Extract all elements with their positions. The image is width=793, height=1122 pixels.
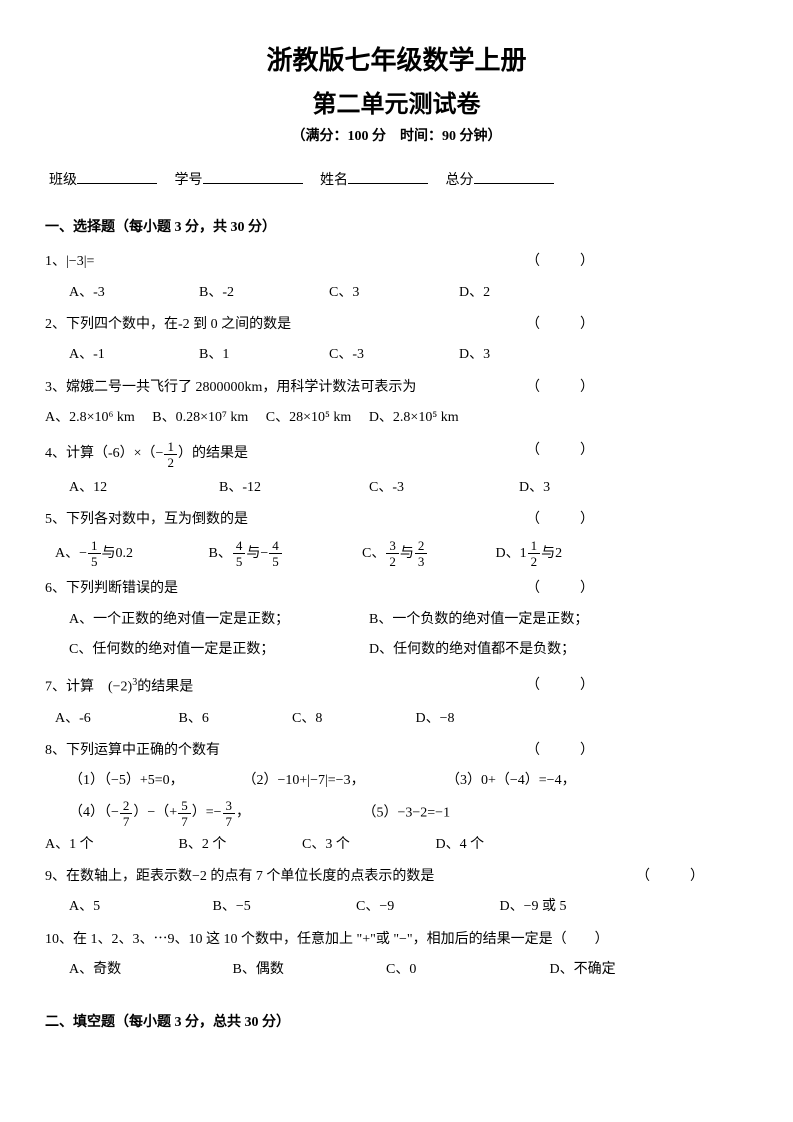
q8-line2: （4）（− 27 ）−（+ 57 ）=− 37 ， （5）−3−2=−1	[45, 799, 748, 828]
q6-a[interactable]: A、一个正数的绝对值一定是正数；	[69, 609, 369, 631]
q1-answer-paren[interactable]: （ ）	[526, 251, 598, 273]
q1-b[interactable]: B、-2	[199, 282, 329, 304]
q3-options: A、2.8×10⁶ km B、0.28×10⁷ km C、28×10⁵ km D…	[45, 407, 748, 429]
q5-stem: 5、下列各对数中，互为倒数的是	[45, 509, 248, 531]
q5-d[interactable]: D、112与2	[496, 539, 563, 568]
q7-a[interactable]: A、-6	[55, 708, 175, 730]
id-label: 学号	[175, 173, 203, 188]
form-row: 班级 学号 姓名 总分	[45, 168, 748, 192]
section1-header: 一、选择题（每小题 3 分，共 30 分）	[45, 217, 748, 239]
question-9: 9、在数轴上，距表示数−2 的点有 7 个单位长度的点表示的数是 （ ） A、5…	[45, 866, 748, 919]
q8-b[interactable]: B、2 个	[179, 834, 299, 856]
q7-c[interactable]: C、8	[292, 708, 412, 730]
q6-options: A、一个正数的绝对值一定是正数； B、一个负数的绝对值一定是正数； C、任何数的…	[45, 609, 748, 662]
q1-stem: 1、|−3|=	[45, 251, 94, 273]
q8-c[interactable]: C、3 个	[302, 834, 432, 856]
q2-b[interactable]: B、1	[199, 344, 329, 366]
title-sub: 第二单元测试卷	[45, 86, 748, 124]
question-8: 8、下列运算中正确的个数有 （ ） （1）（−5）+5=0， （2）−10+|−…	[45, 740, 748, 856]
class-label: 班级	[49, 173, 77, 188]
question-10: 10、在 1、2、3、⋯9、10 这 10 个数中，任意加上 "+"或 "−"，…	[45, 929, 748, 982]
q4-stem-pre: 4、计算（-6）×（−	[45, 443, 163, 465]
q1-c[interactable]: C、3	[329, 282, 459, 304]
q5-a[interactable]: A、−15与0.2	[55, 539, 205, 568]
q6-d[interactable]: D、任何数的绝对值都不是负数；	[369, 639, 669, 661]
q10-stem: 10、在 1、2、3、⋯9、10 这 10 个数中，任意加上 "+"或 "−"，…	[45, 929, 748, 951]
q7-d[interactable]: D、−8	[416, 708, 455, 730]
q3-stem: 3、嫦娥二号一共飞行了 2800000km，用科学计数法可表示为	[45, 377, 416, 399]
q2-stem: 2、下列四个数中，在-2 到 0 之间的数是	[45, 314, 291, 336]
q9-b[interactable]: B、−5	[213, 896, 353, 918]
section2-header: 二、填空题（每小题 3 分，总共 30 分）	[45, 1012, 748, 1034]
q4-answer-paren[interactable]: （ ）	[526, 440, 598, 469]
q8-answer-paren[interactable]: （ ）	[526, 740, 598, 762]
q4-d[interactable]: D、3	[519, 477, 669, 499]
q7-answer-paren[interactable]: （ ）	[526, 675, 598, 699]
q4-options: A、12 B、-12 C、-3 D、3	[45, 477, 748, 499]
q8-a[interactable]: A、1 个	[45, 834, 175, 856]
q2-a[interactable]: A、-1	[69, 344, 199, 366]
q5-options: A、−15与0.2 B、45与−45 C、32与23 D、112与2	[45, 539, 748, 568]
q3-answer-paren[interactable]: （ ）	[526, 377, 598, 399]
q10-d[interactable]: D、不确定	[550, 962, 616, 977]
question-1: 1、|−3|= （ ） A、-3 B、-2 C、3 D、2	[45, 251, 748, 304]
score-blank[interactable]	[474, 168, 554, 184]
q2-d[interactable]: D、3	[459, 344, 589, 366]
info-line: （满分：100 分 时间：90 分钟）	[45, 126, 748, 148]
q5-b[interactable]: B、45与−45	[209, 539, 359, 568]
q7-stem-post: 的结果是	[137, 680, 193, 695]
q6-c[interactable]: C、任何数的绝对值一定是正数；	[69, 639, 369, 661]
q6-b[interactable]: B、一个负数的绝对值一定是正数；	[369, 609, 669, 631]
q2-c[interactable]: C、-3	[329, 344, 459, 366]
q10-c[interactable]: C、0	[386, 959, 546, 981]
q7-b[interactable]: B、6	[179, 708, 289, 730]
q9-answer-paren[interactable]: （ ）	[636, 866, 708, 888]
question-5: 5、下列各对数中，互为倒数的是 （ ） A、−15与0.2 B、45与−45 C…	[45, 509, 748, 568]
q10-a[interactable]: A、奇数	[69, 959, 229, 981]
q9-options: A、5 B、−5 C、−9 D、−9 或 5	[45, 896, 748, 918]
question-7: 7、计算 (−2)3的结果是 （ ） A、-6 B、6 C、8 D、−8	[45, 675, 748, 729]
q3-a[interactable]: A、2.8×10⁶ km	[45, 410, 135, 425]
q1-options: A、-3 B、-2 C、3 D、2	[45, 282, 748, 304]
q3-c[interactable]: C、28×10⁵ km	[266, 410, 352, 425]
question-4: 4、计算（-6）×（− 12 ）的结果是 （ ） A、12 B、-12 C、-3…	[45, 440, 748, 499]
q4-c[interactable]: C、-3	[369, 477, 519, 499]
q9-stem: 9、在数轴上，距表示数−2 的点有 7 个单位长度的点表示的数是	[45, 866, 434, 888]
q6-answer-paren[interactable]: （ ）	[526, 578, 598, 600]
q10-b[interactable]: B、偶数	[233, 959, 383, 981]
q4-b[interactable]: B、-12	[219, 477, 369, 499]
q8-line1: （1）（−5）+5=0， （2）−10+|−7|=−3， （3）0+（−4）=−…	[45, 770, 748, 792]
q4-frac: 12	[164, 440, 177, 469]
q1-d[interactable]: D、2	[459, 282, 589, 304]
q8-stem: 8、下列运算中正确的个数有	[45, 740, 220, 762]
question-6: 6、下列判断错误的是 （ ） A、一个正数的绝对值一定是正数； B、一个负数的绝…	[45, 578, 748, 661]
q4-a[interactable]: A、12	[69, 477, 219, 499]
q9-c[interactable]: C、−9	[356, 896, 496, 918]
name-blank[interactable]	[348, 168, 428, 184]
title-main: 浙教版七年级数学上册	[45, 40, 748, 82]
q8-options: A、1 个 B、2 个 C、3 个 D、4 个	[45, 834, 748, 856]
name-label: 姓名	[320, 173, 348, 188]
question-2: 2、下列四个数中，在-2 到 0 之间的数是 （ ） A、-1 B、1 C、-3…	[45, 314, 748, 367]
q6-stem: 6、下列判断错误的是	[45, 578, 178, 600]
q8-d[interactable]: D、4 个	[436, 837, 485, 852]
q7-stem-pre: 7、计算 (−2)	[45, 680, 132, 695]
q3-b[interactable]: B、0.28×10⁷ km	[152, 410, 248, 425]
score-label: 总分	[446, 173, 474, 188]
q4-stem-post: ）的结果是	[178, 443, 248, 465]
class-blank[interactable]	[77, 168, 157, 184]
q1-a[interactable]: A、-3	[69, 282, 199, 304]
q9-d[interactable]: D、−9 或 5	[500, 899, 567, 914]
q2-answer-paren[interactable]: （ ）	[526, 314, 598, 336]
q7-options: A、-6 B、6 C、8 D、−8	[45, 708, 748, 730]
q2-options: A、-1 B、1 C、-3 D、3	[45, 344, 748, 366]
q5-answer-paren[interactable]: （ ）	[526, 509, 598, 531]
q5-c[interactable]: C、32与23	[362, 539, 492, 568]
id-blank[interactable]	[203, 168, 303, 184]
q9-a[interactable]: A、5	[69, 896, 209, 918]
question-3: 3、嫦娥二号一共飞行了 2800000km，用科学计数法可表示为 （ ） A、2…	[45, 377, 748, 430]
q3-d[interactable]: D、2.8×10⁵ km	[369, 410, 459, 425]
q10-options: A、奇数 B、偶数 C、0 D、不确定	[45, 959, 748, 981]
